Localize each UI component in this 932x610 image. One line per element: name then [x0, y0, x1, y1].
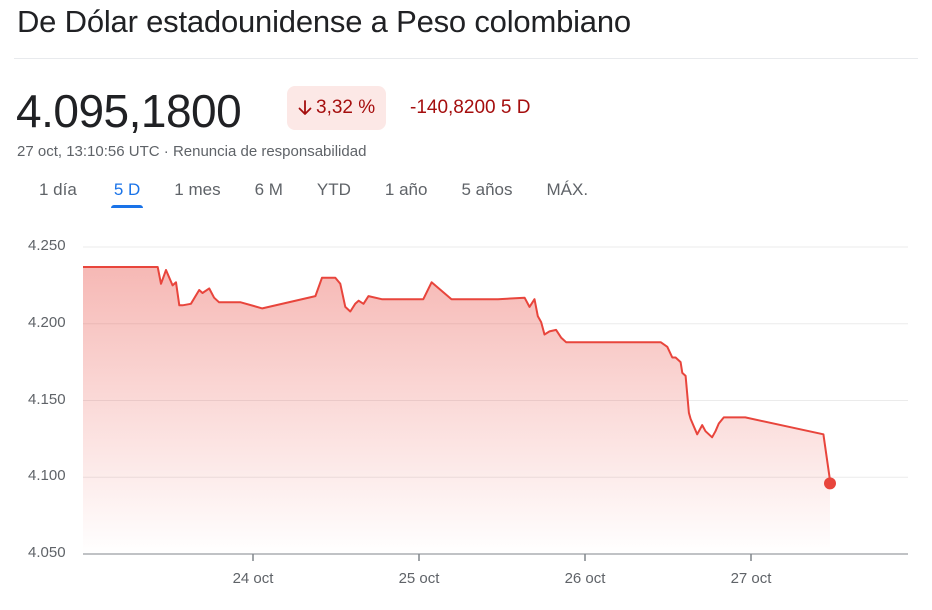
- disclaimer-link[interactable]: Renuncia de responsabilidad: [172, 143, 367, 160]
- x-tick-label: 24 oct: [232, 570, 274, 587]
- change-percent: 3,32 %: [316, 97, 376, 118]
- tab-1-día[interactable]: 1 día: [39, 180, 77, 199]
- range-tabs: 1 día 5 D 1 mes 6 M YTD 1 año 5 años MÁX.: [22, 178, 605, 206]
- tab-6-m[interactable]: 6 M: [254, 180, 283, 199]
- y-tick-label: 4.100: [28, 467, 66, 485]
- area-fill: [83, 267, 830, 554]
- tab-máx[interactable]: MÁX.: [546, 180, 589, 199]
- tab-1-mes[interactable]: 1 mes: [174, 180, 221, 199]
- separator: ·: [163, 143, 169, 160]
- page-title: De Dólar estadounidense a Peso colombian…: [17, 4, 631, 39]
- tab-ytd[interactable]: YTD: [316, 180, 351, 199]
- y-tick-label: 4.150: [28, 390, 66, 408]
- tab-5-años[interactable]: 5 años: [461, 180, 513, 199]
- y-tick-label: 4.200: [28, 313, 66, 331]
- price-chart[interactable]: [0, 220, 932, 605]
- tab-5-d[interactable]: 5 D: [97, 178, 157, 206]
- y-tick-label: 4.250: [28, 237, 66, 254]
- price-line: [83, 266, 831, 481]
- quote-meta: 27 oct, 13:10:56 UTC · Renuncia de respo…: [17, 143, 366, 160]
- last-point-marker: [824, 477, 836, 490]
- x-tick-label: 27 oct: [730, 570, 772, 587]
- x-tick-label: 25 oct: [398, 570, 440, 587]
- x-tick-label: 26 oct: [564, 570, 606, 587]
- y-tick-label: 4.050: [28, 544, 66, 561]
- title-divider: [14, 58, 918, 59]
- tab-1-año[interactable]: 1 año: [384, 180, 428, 199]
- chart-canvas[interactable]: [0, 220, 932, 605]
- current-price: 4.095,1800: [16, 85, 242, 137]
- arrow-down-icon: [298, 100, 312, 115]
- change-absolute: -140,8200 5 D: [410, 97, 531, 118]
- timestamp: 27 oct, 13:10:56 UTC: [17, 143, 160, 160]
- change-percent-badge: 3,32 %: [287, 86, 387, 130]
